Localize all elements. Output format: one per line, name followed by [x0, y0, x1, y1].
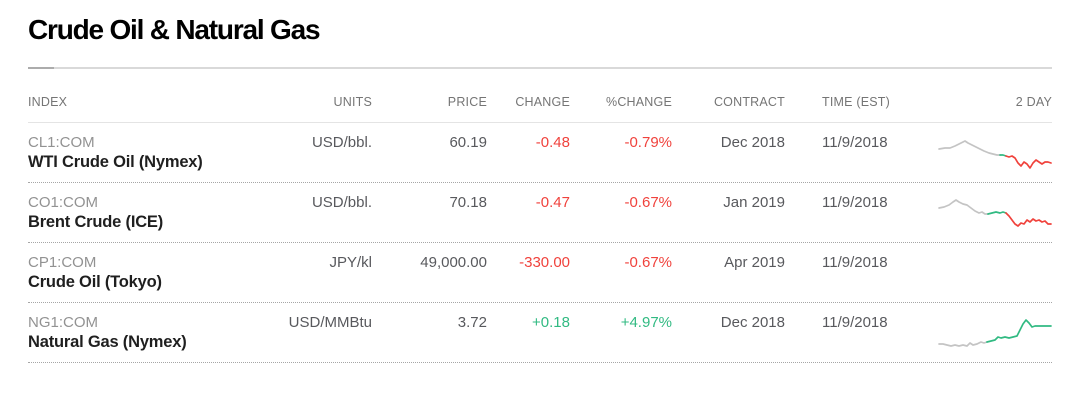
price-cell: 3.72	[457, 314, 487, 331]
change-cell: -0.47	[535, 194, 570, 211]
units-cell: USD/bbl.	[311, 194, 372, 211]
price-cell: 49,000.00	[420, 254, 487, 271]
pct-change-cell: -0.79%	[624, 134, 672, 151]
table-header: INDEX UNITS PRICE CHANGE %CHANGE CONTRAC…	[28, 69, 1052, 123]
units-cell: JPY/kl	[329, 254, 372, 271]
page-title: Crude Oil & Natural Gas	[28, 14, 321, 45]
two-day-chart-cell	[935, 314, 1052, 362]
ticker-symbol: CP1:COM	[28, 254, 97, 271]
index-cell[interactable]: CO1:COM Brent Crude (ICE)	[28, 194, 272, 242]
index-cell[interactable]: CP1:COM Crude Oil (Tokyo)	[28, 254, 272, 302]
table-row[interactable]: NG1:COM Natural Gas (Nymex) USD/MMBtu 3.…	[28, 303, 1052, 363]
units-cell: USD/MMBtu	[288, 314, 372, 331]
two-day-sparkline	[938, 199, 1052, 227]
table-row[interactable]: CP1:COM Crude Oil (Tokyo) JPY/kl 49,000.…	[28, 243, 1052, 303]
change-cell: -0.48	[535, 134, 570, 151]
time-cell: 11/9/2018	[822, 194, 888, 211]
contract-cell: Jan 2019	[723, 194, 785, 211]
two-day-sparkline	[938, 140, 1052, 169]
time-cell: 11/9/2018	[822, 314, 888, 331]
column-header-time: TIME (EST)	[822, 95, 890, 109]
two-day-chart-cell	[935, 194, 1052, 242]
pct-change-cell: -0.67%	[624, 194, 672, 211]
price-cell: 60.19	[449, 134, 487, 151]
security-name: Natural Gas (Nymex)	[28, 333, 187, 351]
contract-cell: Dec 2018	[720, 314, 785, 331]
two-day-sparkline	[938, 319, 1052, 347]
pct-change-cell: +4.97%	[620, 314, 672, 331]
contract-cell: Apr 2019	[724, 254, 785, 271]
table-row[interactable]: CL1:COM WTI Crude Oil (Nymex) USD/bbl. 6…	[28, 123, 1052, 183]
contract-cell: Dec 2018	[720, 134, 785, 151]
commodities-panel: Crude Oil & Natural Gas INDEX UNITS PRIC…	[0, 14, 1080, 363]
column-header-index: INDEX	[28, 95, 68, 109]
time-cell: 11/9/2018	[822, 254, 888, 271]
index-cell[interactable]: NG1:COM Natural Gas (Nymex)	[28, 314, 272, 362]
security-name: Crude Oil (Tokyo)	[28, 273, 162, 291]
units-cell: USD/bbl.	[311, 134, 372, 151]
ticker-symbol: CO1:COM	[28, 194, 99, 211]
ticker-symbol: NG1:COM	[28, 314, 99, 331]
column-header-pct-change: %CHANGE	[606, 95, 672, 109]
security-name: Brent Crude (ICE)	[28, 213, 164, 231]
column-header-change: CHANGE	[515, 95, 570, 109]
two-day-chart-cell	[935, 254, 1052, 302]
pct-change-cell: -0.67%	[624, 254, 672, 271]
table-row[interactable]: CO1:COM Brent Crude (ICE) USD/bbl. 70.18…	[28, 183, 1052, 243]
column-header-price: PRICE	[447, 95, 487, 109]
section-divider	[28, 67, 1052, 69]
column-header-2day: 2 DAY	[1015, 95, 1052, 109]
ticker-symbol: CL1:COM	[28, 134, 95, 151]
index-cell[interactable]: CL1:COM WTI Crude Oil (Nymex)	[28, 134, 272, 182]
change-cell: -330.00	[519, 254, 570, 271]
price-cell: 70.18	[449, 194, 487, 211]
two-day-chart-cell	[935, 134, 1052, 182]
column-header-units: UNITS	[333, 95, 372, 109]
change-cell: +0.18	[532, 314, 570, 331]
column-header-contract: CONTRACT	[713, 95, 785, 109]
security-name: WTI Crude Oil (Nymex)	[28, 153, 203, 171]
time-cell: 11/9/2018	[822, 134, 888, 151]
